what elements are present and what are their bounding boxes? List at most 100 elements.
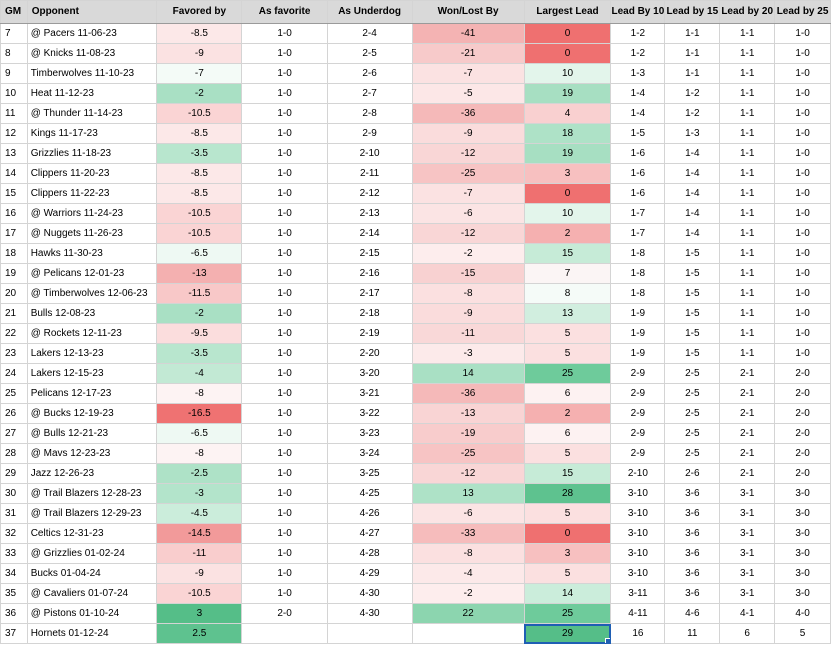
cell-as-favorite[interactable]: 1-0 [241,503,328,524]
cell-lead-by-15[interactable]: 1-5 [664,303,721,324]
cell-opponent[interactable]: @ Warriors 11-24-23 [26,203,158,224]
cell-lead-by-25[interactable]: 1-0 [774,143,831,164]
cell-favored-by[interactable]: -2 [156,83,243,104]
cell-lead-by-10[interactable]: 1-3 [610,63,666,84]
cell-lead-by-10[interactable]: 1-7 [610,203,666,224]
cell-lead-by-10[interactable]: 2-9 [610,363,666,384]
cell-lead-by-10[interactable]: 3-10 [610,543,666,564]
cell-as-underdog[interactable]: 2-11 [326,163,413,184]
cell-as-favorite[interactable]: 1-0 [241,23,328,44]
cell-won-lost-by[interactable] [411,623,525,644]
cell-favored-by[interactable]: -10.5 [156,103,243,124]
cell-lead-by-20[interactable]: 2-1 [719,443,776,464]
cell-lead-by-15[interactable]: 2-5 [664,423,721,444]
cell-as-favorite[interactable]: 1-0 [241,143,328,164]
cell-lead-by-10[interactable]: 1-6 [610,163,666,184]
cell-lead-by-15[interactable]: 1-1 [664,23,721,44]
cell-gm[interactable]: 19 [0,263,28,284]
cell-largest-lead[interactable]: 13 [523,303,612,324]
cell-lead-by-20[interactable]: 2-1 [719,383,776,404]
cell-gm[interactable]: 8 [0,43,28,64]
cell-lead-by-15[interactable]: 1-1 [664,43,721,64]
cell-gm[interactable]: 35 [0,583,28,604]
cell-won-lost-by[interactable]: -9 [411,123,525,144]
cell-lead-by-25[interactable]: 1-0 [774,323,831,344]
cell-lead-by-10[interactable]: 1-5 [610,123,666,144]
cell-gm[interactable]: 20 [0,283,28,304]
cell-favored-by[interactable]: -10.5 [156,223,243,244]
cell-opponent[interactable]: Heat 11-12-23 [26,83,158,104]
cell-lead-by-25[interactable]: 2-0 [774,403,831,424]
cell-lead-by-10[interactable]: 1-4 [610,83,666,104]
cell-favored-by[interactable]: -9.5 [156,323,243,344]
cell-gm[interactable]: 32 [0,523,28,544]
cell-lead-by-20[interactable]: 2-1 [719,463,776,484]
cell-as-underdog[interactable]: 4-25 [326,483,413,504]
cell-lead-by-10[interactable]: 4-11 [610,603,666,624]
cell-lead-by-15[interactable]: 2-5 [664,443,721,464]
cell-as-underdog[interactable]: 2-14 [326,223,413,244]
cell-lead-by-15[interactable]: 3-6 [664,583,721,604]
cell-won-lost-by[interactable]: -6 [411,203,525,224]
cell-opponent[interactable]: Kings 11-17-23 [26,123,158,144]
col-header-lead-by-20[interactable]: Lead by 20 [719,0,776,24]
cell-lead-by-15[interactable]: 1-4 [664,223,721,244]
cell-won-lost-by[interactable]: 22 [411,603,525,624]
cell-gm[interactable]: 24 [0,363,28,384]
cell-lead-by-20[interactable]: 6 [719,623,776,644]
col-header-gm[interactable]: GM [0,0,28,24]
cell-lead-by-20[interactable]: 3-1 [719,583,776,604]
cell-as-underdog[interactable]: 2-5 [326,43,413,64]
cell-as-favorite[interactable]: 1-0 [241,463,328,484]
cell-lead-by-15[interactable]: 1-4 [664,143,721,164]
cell-lead-by-25[interactable]: 1-0 [774,23,831,44]
cell-lead-by-10[interactable]: 2-10 [610,463,666,484]
cell-gm[interactable]: 22 [0,323,28,344]
cell-favored-by[interactable]: -3.5 [156,143,243,164]
cell-lead-by-25[interactable]: 1-0 [774,83,831,104]
cell-as-favorite[interactable]: 1-0 [241,383,328,404]
cell-opponent[interactable]: @ Pistons 01-10-24 [26,603,158,624]
cell-gm[interactable]: 15 [0,183,28,204]
cell-won-lost-by[interactable]: 13 [411,483,525,504]
col-header-opponent[interactable]: Opponent [26,0,158,24]
cell-lead-by-20[interactable]: 1-1 [719,163,776,184]
cell-opponent[interactable]: @ Mavs 12-23-23 [26,443,158,464]
cell-lead-by-10[interactable]: 2-9 [610,423,666,444]
cell-gm[interactable]: 36 [0,603,28,624]
cell-favored-by[interactable]: -2 [156,303,243,324]
cell-won-lost-by[interactable]: 14 [411,363,525,384]
cell-lead-by-10[interactable]: 1-9 [610,323,666,344]
cell-as-favorite[interactable]: 1-0 [241,43,328,64]
cell-as-favorite[interactable]: 1-0 [241,63,328,84]
cell-won-lost-by[interactable]: -2 [411,243,525,264]
cell-largest-lead[interactable]: 29 [523,623,612,644]
cell-lead-by-25[interactable]: 2-0 [774,423,831,444]
cell-gm[interactable]: 29 [0,463,28,484]
cell-lead-by-20[interactable]: 1-1 [719,283,776,304]
cell-lead-by-20[interactable]: 3-1 [719,543,776,564]
cell-largest-lead[interactable]: 5 [523,443,612,464]
cell-favored-by[interactable]: 2.5 [156,623,243,644]
cell-lead-by-20[interactable]: 4-1 [719,603,776,624]
cell-won-lost-by[interactable]: -2 [411,583,525,604]
cell-lead-by-15[interactable]: 1-4 [664,203,721,224]
cell-lead-by-20[interactable]: 1-1 [719,303,776,324]
cell-won-lost-by[interactable]: -25 [411,443,525,464]
cell-opponent[interactable]: Grizzlies 11-18-23 [26,143,158,164]
cell-lead-by-25[interactable]: 1-0 [774,203,831,224]
cell-lead-by-15[interactable]: 3-6 [664,523,721,544]
cell-won-lost-by[interactable]: -8 [411,283,525,304]
col-header-lead-by-15[interactable]: Lead by 15 [664,0,721,24]
cell-won-lost-by[interactable]: -15 [411,263,525,284]
cell-as-favorite[interactable]: 1-0 [241,443,328,464]
cell-as-favorite[interactable]: 1-0 [241,523,328,544]
cell-opponent[interactable]: @ Trail Blazers 12-29-23 [26,503,158,524]
cell-won-lost-by[interactable]: -19 [411,423,525,444]
cell-largest-lead[interactable]: 7 [523,263,612,284]
cell-lead-by-15[interactable]: 1-1 [664,63,721,84]
cell-lead-by-20[interactable]: 1-1 [719,203,776,224]
cell-lead-by-20[interactable]: 1-1 [719,123,776,144]
cell-lead-by-10[interactable]: 1-2 [610,23,666,44]
cell-favored-by[interactable]: -8.5 [156,123,243,144]
